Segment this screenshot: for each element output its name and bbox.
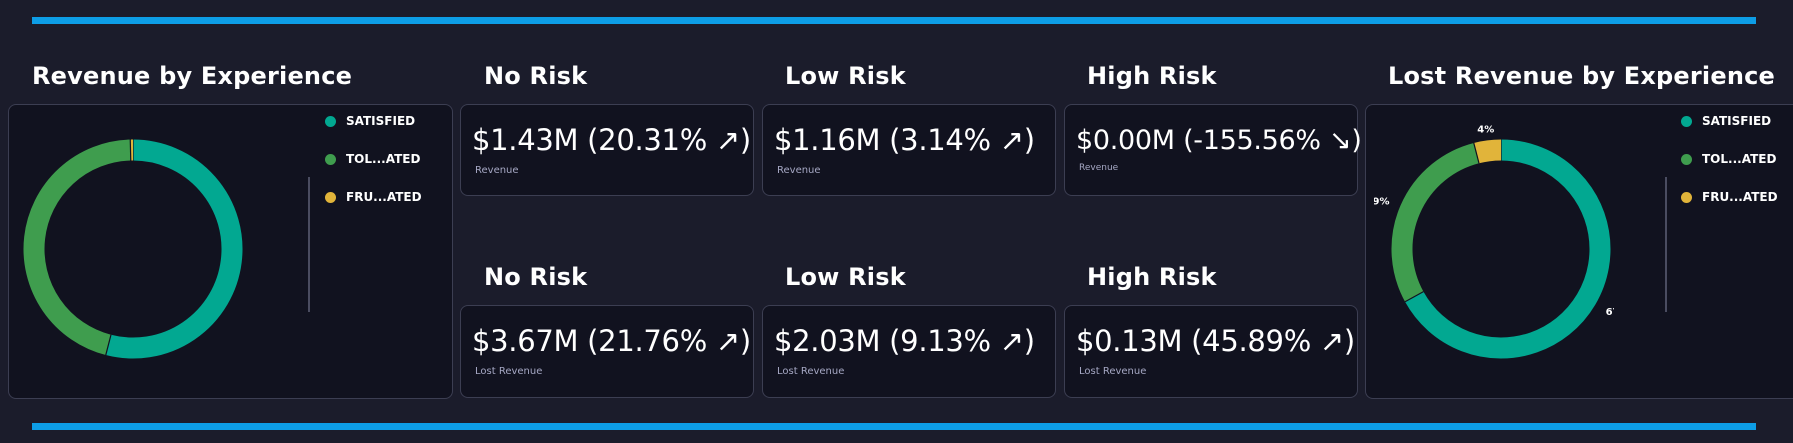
kpi-heading-high-risk: High Risk [1087, 62, 1217, 90]
legend-dot-satisfied [1681, 115, 1692, 127]
kpi-value: $1.43M (20.31% ↗) [472, 123, 751, 157]
kpi-tile-low-risk-lost-revenue[interactable]: $2.03M (9.13% ↗) Lost Revenue [762, 305, 1056, 398]
kpi-subtitle: Lost Revenue [1079, 366, 1147, 377]
kpi-heading-low-risk: Low Risk [785, 263, 906, 291]
lost-revenue-legend: SATISFIED TOL...ATED FRU...ATED [1681, 111, 1778, 225]
kpi-subtitle: Revenue [475, 165, 519, 176]
revenue-by-experience-title: Revenue by Experience [32, 62, 353, 90]
kpi-value: $0.00M (-155.56% ↘) [1076, 125, 1362, 156]
lost-revenue-by-experience-panel: 67% 29% 4% SATISFIED TOL...ATED FRU...ATED [1365, 104, 1793, 399]
top-accent-bar [32, 17, 1756, 24]
donut-slice-tol-ated[interactable] [23, 139, 131, 356]
legend-item-frustrated[interactable]: FRU...ATED [1681, 187, 1778, 207]
revenue-by-experience-panel: 54%46% SATISFIED TOL...ATED FRU...ATED [8, 104, 453, 399]
legend-label: SATISFIED [346, 114, 416, 128]
legend-scrollbar[interactable] [308, 177, 310, 312]
legend-label: TOL...ATED [1702, 152, 1777, 166]
bottom-accent-bar [32, 423, 1756, 430]
kpi-heading-no-risk: No Risk [484, 263, 588, 291]
kpi-subtitle: Lost Revenue [475, 366, 543, 377]
legend-label: TOL...ATED [346, 152, 421, 166]
lost-revenue-donut-chart: 67% 29% 4% [1374, 124, 1614, 359]
legend-item-frustrated[interactable]: FRU...ATED [325, 187, 422, 207]
legend-item-satisfied[interactable]: SATISFIED [325, 111, 422, 131]
kpi-tile-high-risk-lost-revenue[interactable]: $0.13M (45.89% ↗) Lost Revenue [1064, 305, 1358, 398]
slice-separator [129, 139, 132, 161]
donut-slice-satisfied[interactable] [105, 139, 243, 359]
kpi-value: $2.03M (9.13% ↗) [774, 324, 1035, 358]
legend-scrollbar[interactable] [1665, 177, 1667, 312]
kpi-subtitle: Revenue [777, 165, 821, 176]
kpi-value: $3.67M (21.76% ↗) [472, 324, 751, 358]
revenue-legend: SATISFIED TOL...ATED FRU...ATED [325, 111, 422, 225]
legend-item-tolerated[interactable]: TOL...ATED [1681, 149, 1778, 169]
kpi-tile-no-risk-revenue[interactable]: $1.43M (20.31% ↗) Revenue [460, 104, 754, 196]
kpi-heading-low-risk: Low Risk [785, 62, 906, 90]
slice-separator [1404, 291, 1424, 303]
donut-percent-label: 29% [1374, 197, 1389, 208]
legend-label: FRU...ATED [1702, 190, 1778, 204]
donut-percent-label: 4% [1477, 124, 1494, 135]
legend-label: FRU...ATED [346, 190, 422, 204]
kpi-value: $0.13M (45.89% ↗) [1076, 324, 1355, 358]
lost-revenue-by-experience-title: Lost Revenue by Experience [1388, 62, 1776, 90]
revenue-donut-chart: 54%46% [23, 139, 243, 359]
donut-slice-tol-ated[interactable] [1391, 142, 1480, 302]
legend-dot-tolerated [1681, 153, 1692, 165]
slice-separator [1473, 142, 1480, 164]
kpi-heading-no-risk: No Risk [484, 62, 588, 90]
kpi-subtitle: Lost Revenue [777, 366, 845, 377]
kpi-tile-low-risk-revenue[interactable]: $1.16M (3.14% ↗) Revenue [762, 104, 1056, 196]
legend-dot-frustrated [1681, 191, 1692, 203]
kpi-tile-high-risk-revenue[interactable]: $0.00M (-155.56% ↘) Revenue [1064, 104, 1362, 196]
kpi-tile-no-risk-lost-revenue[interactable]: $3.67M (21.76% ↗) Lost Revenue [460, 305, 754, 398]
donut-percent-label: 67% [1606, 307, 1614, 318]
legend-item-satisfied[interactable]: SATISFIED [1681, 111, 1778, 131]
legend-dot-satisfied [325, 115, 336, 127]
legend-label: SATISFIED [1702, 114, 1772, 128]
legend-item-tolerated[interactable]: TOL...ATED [325, 149, 422, 169]
legend-dot-tolerated [325, 153, 336, 165]
kpi-subtitle: Revenue [1079, 163, 1119, 173]
donut-slice-satisfied[interactable] [1405, 139, 1611, 359]
kpi-heading-high-risk: High Risk [1087, 263, 1217, 291]
donut-slice-fru-ated[interactable] [1473, 139, 1502, 164]
legend-dot-frustrated [325, 191, 336, 203]
slice-separator [105, 334, 112, 356]
kpi-value: $1.16M (3.14% ↗) [774, 123, 1035, 157]
